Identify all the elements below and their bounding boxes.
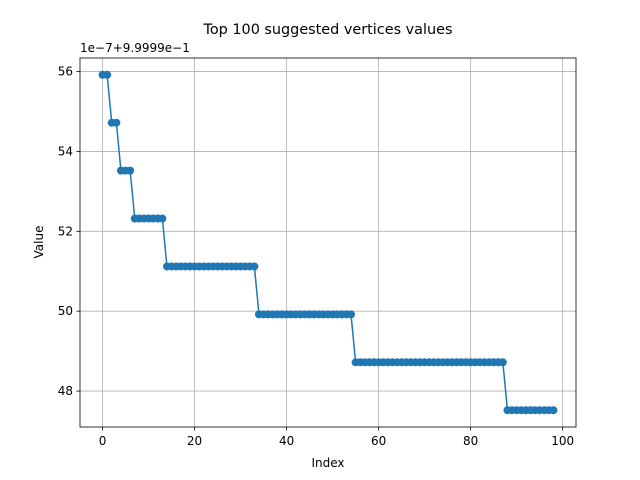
x-tick-label: 60 xyxy=(371,434,386,448)
x-axis-label: Index xyxy=(311,456,344,470)
x-tick-label: 100 xyxy=(551,434,574,448)
marker xyxy=(498,358,507,367)
marker xyxy=(126,166,135,175)
marker xyxy=(549,406,558,415)
y-tick-label: 52 xyxy=(58,224,73,238)
marker xyxy=(250,262,259,271)
y-tick-label: 50 xyxy=(58,304,73,318)
y-tick-label: 48 xyxy=(58,384,73,398)
marker xyxy=(103,70,112,79)
y-axis-label: Value xyxy=(32,226,46,259)
y-tick-label: 56 xyxy=(58,65,73,79)
x-tick-label: 80 xyxy=(463,434,478,448)
marker xyxy=(347,310,356,319)
chart-title: Top 100 suggested vertices values xyxy=(203,22,453,38)
marker xyxy=(158,214,167,223)
offset-text: 1e−7+9.9999e−1 xyxy=(80,41,190,55)
plot-frame xyxy=(79,57,577,428)
x-tick-label: 20 xyxy=(187,434,202,448)
marker xyxy=(112,118,121,127)
x-tick-label: 0 xyxy=(99,434,107,448)
x-tick-label: 40 xyxy=(279,434,294,448)
y-tick-label: 54 xyxy=(58,144,73,158)
